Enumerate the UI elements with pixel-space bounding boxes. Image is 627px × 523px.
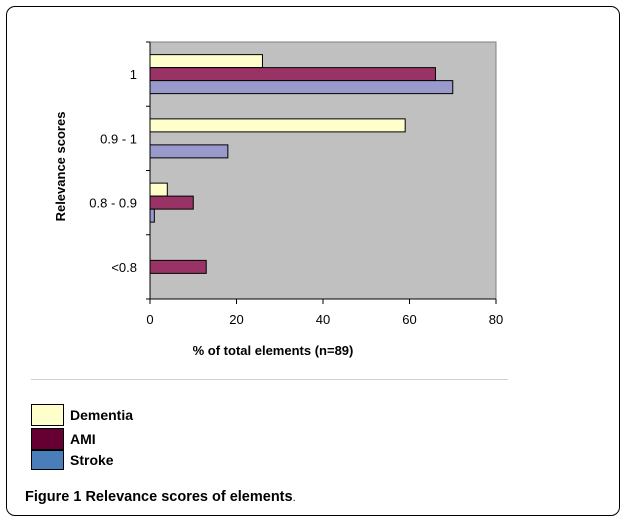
bar-stroke-1 xyxy=(149,144,229,159)
legend-label-ami: AMI xyxy=(70,431,96,447)
y-tick-label: <0.8 xyxy=(111,260,137,275)
legend-swatch-dementia xyxy=(31,404,64,426)
y-tick-label: 0.9 - 1 xyxy=(100,131,137,146)
x-tick-label: 60 xyxy=(402,312,416,327)
x-tick-label: 20 xyxy=(229,312,243,327)
x-tick-label: 0 xyxy=(146,312,153,327)
legend-swatch-ami xyxy=(31,428,64,450)
y-axis-label: Relevance scores xyxy=(53,112,68,222)
legend-item-ami: AMI xyxy=(31,428,96,450)
x-tick-label: 40 xyxy=(316,312,330,327)
bar-dementia-2 xyxy=(149,182,168,197)
legend-label-stroke: Stroke xyxy=(70,452,114,468)
y-tick-label: 0.8 - 0.9 xyxy=(89,196,137,211)
legend-item-dementia: Dementia xyxy=(31,404,133,426)
x-tick-label: 80 xyxy=(489,312,503,327)
figure-caption: Figure 1 Relevance scores of elements. xyxy=(25,489,296,505)
chart-panel: 1 0.9 - 1 0.8 - 0.9 <0.8 0 20 40 60 80 % of total… xyxy=(31,27,508,380)
x-axis-label: % of total elements (n=89) xyxy=(193,343,354,358)
y-tick-label: 1 xyxy=(130,67,137,82)
bar-ami-3 xyxy=(149,259,207,274)
caption-period: . xyxy=(292,492,296,504)
caption-label: Figure 1 xyxy=(25,489,82,505)
legend-item-stroke: Stroke xyxy=(31,450,114,470)
legend-swatch-stroke xyxy=(31,450,64,470)
bar-ami-0 xyxy=(149,67,436,82)
bar-chart: 1 0.9 - 1 0.8 - 0.9 <0.8 0 20 40 60 80 % of total… xyxy=(53,41,503,358)
bar-stroke-0 xyxy=(149,80,454,95)
bar-stroke-2 xyxy=(149,208,155,223)
legend-label-dementia: Dementia xyxy=(70,407,134,423)
bar-dementia-1 xyxy=(149,118,406,133)
bar-ami-2 xyxy=(149,195,194,210)
caption-text: Relevance scores of elements xyxy=(85,489,293,505)
bar-dementia-0 xyxy=(149,54,263,69)
